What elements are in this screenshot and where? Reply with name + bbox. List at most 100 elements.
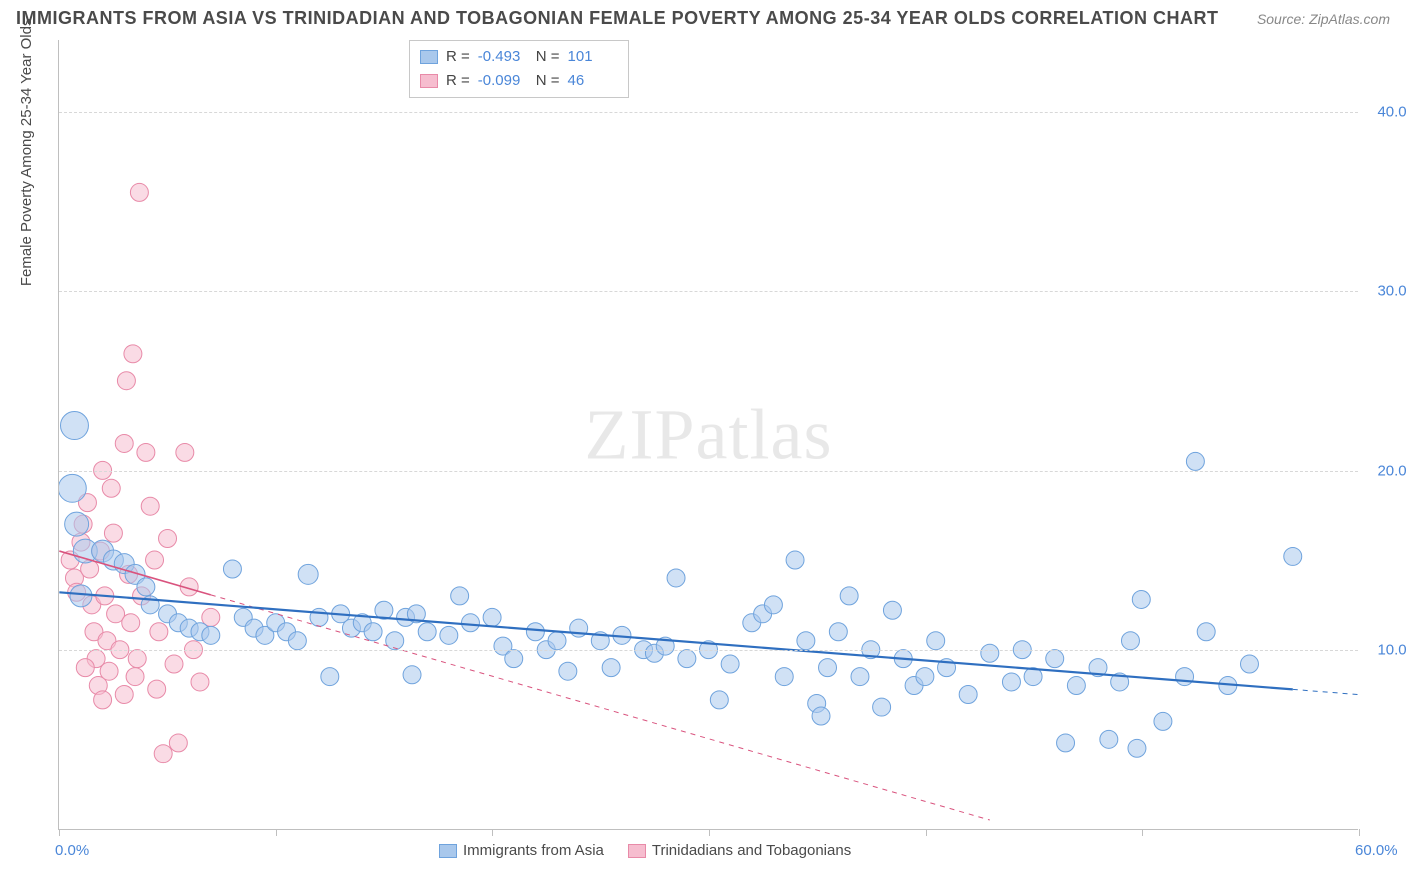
data-point xyxy=(905,677,923,695)
data-point xyxy=(721,655,739,673)
data-point xyxy=(397,608,415,626)
data-point xyxy=(786,551,804,569)
data-point xyxy=(710,691,728,709)
n-value: 46 xyxy=(568,69,618,93)
x-tick xyxy=(492,829,493,836)
data-point xyxy=(61,551,79,569)
data-point xyxy=(159,605,177,623)
data-point xyxy=(916,668,934,686)
data-point xyxy=(461,614,479,632)
data-point xyxy=(124,345,142,363)
data-point xyxy=(1197,623,1215,641)
data-point xyxy=(754,605,772,623)
data-point xyxy=(234,608,252,626)
data-point xyxy=(120,565,138,583)
trendline xyxy=(59,592,1292,689)
data-point xyxy=(873,698,891,716)
data-point xyxy=(141,497,159,515)
data-point xyxy=(819,659,837,677)
data-point xyxy=(100,662,118,680)
data-point xyxy=(245,619,263,637)
x-tick xyxy=(276,829,277,836)
swatch-icon xyxy=(628,844,646,858)
data-point xyxy=(1089,659,1107,677)
data-point xyxy=(104,524,122,542)
data-point xyxy=(65,512,89,536)
x-tick xyxy=(926,829,927,836)
r-value: -0.099 xyxy=(478,69,528,93)
data-point xyxy=(505,650,523,668)
data-point xyxy=(353,614,371,632)
legend-label: Immigrants from Asia xyxy=(463,842,604,859)
data-point xyxy=(288,632,306,650)
data-point xyxy=(78,494,96,512)
y-tick-label: 40.0% xyxy=(1377,103,1406,120)
data-point xyxy=(1132,590,1150,608)
data-point xyxy=(1176,668,1194,686)
gridline xyxy=(59,650,1358,651)
data-point xyxy=(165,655,183,673)
data-point xyxy=(483,608,501,626)
data-point xyxy=(678,650,696,668)
data-point xyxy=(130,183,148,201)
data-point xyxy=(92,540,114,562)
data-point xyxy=(169,614,187,632)
data-point xyxy=(68,583,86,601)
data-point xyxy=(1067,677,1085,695)
data-point xyxy=(70,585,92,607)
data-point xyxy=(927,632,945,650)
x-tick-label: 0.0% xyxy=(55,842,89,859)
data-point xyxy=(840,587,858,605)
y-tick-label: 10.0% xyxy=(1377,642,1406,659)
data-point xyxy=(1046,650,1064,668)
x-tick-label: 60.0% xyxy=(1355,842,1398,859)
data-point xyxy=(375,601,393,619)
data-point xyxy=(851,668,869,686)
data-point xyxy=(883,601,901,619)
data-point xyxy=(829,623,847,641)
watermark: ZIPatlas xyxy=(585,393,833,476)
data-point xyxy=(451,587,469,605)
data-point xyxy=(310,608,328,626)
data-point xyxy=(764,596,782,614)
data-point xyxy=(191,623,209,641)
trendline-extrapolated xyxy=(211,595,990,820)
data-point xyxy=(76,659,94,677)
n-label: N = xyxy=(536,69,560,93)
swatch-icon xyxy=(439,844,457,858)
data-point xyxy=(403,666,421,684)
data-point xyxy=(83,596,101,614)
data-point xyxy=(342,619,360,637)
chart-title: IMMIGRANTS FROM ASIA VS TRINIDADIAN AND … xyxy=(16,8,1219,29)
data-point xyxy=(418,623,436,641)
swatch-icon xyxy=(420,50,438,64)
legend-label: Trinidadians and Tobagonians xyxy=(652,842,851,859)
data-point xyxy=(1111,673,1129,691)
data-point xyxy=(1128,739,1146,757)
data-point xyxy=(1100,730,1118,748)
data-point xyxy=(103,550,123,570)
data-point xyxy=(128,650,146,668)
data-point xyxy=(89,677,107,695)
data-point xyxy=(613,626,631,644)
data-point xyxy=(125,564,145,584)
y-axis-title: Female Poverty Among 25-34 Year Olds xyxy=(18,19,35,287)
data-point xyxy=(797,632,815,650)
legend-item-asia: Immigrants from Asia xyxy=(439,842,604,859)
data-point xyxy=(1284,547,1302,565)
data-point xyxy=(364,623,382,641)
data-point xyxy=(267,614,285,632)
data-point xyxy=(115,434,133,452)
x-tick xyxy=(1359,829,1360,836)
y-tick-label: 20.0% xyxy=(1377,462,1406,479)
data-point xyxy=(191,673,209,691)
data-point xyxy=(176,443,194,461)
legend-stats-row: R = -0.099 N = 46 xyxy=(420,69,618,93)
x-tick xyxy=(709,829,710,836)
gridline xyxy=(59,112,1358,113)
data-point xyxy=(894,650,912,668)
gridline xyxy=(59,471,1358,472)
data-point xyxy=(656,637,674,655)
data-point xyxy=(386,632,404,650)
data-point xyxy=(146,551,164,569)
